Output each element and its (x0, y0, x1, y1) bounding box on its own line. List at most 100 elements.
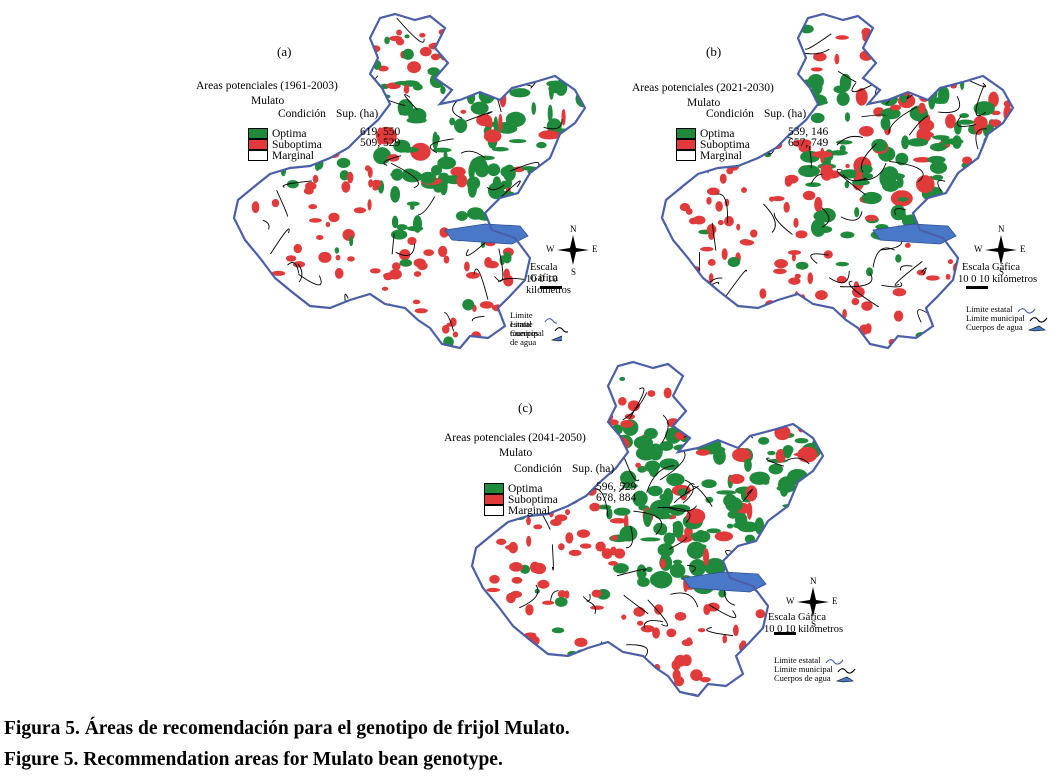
suitability-patch (550, 474, 560, 482)
municipal-boundary (581, 653, 609, 676)
legend-subtitle: Mulato (499, 447, 533, 459)
municipal-line-icon (554, 327, 568, 333)
legend-item-value: 596, 529 (596, 481, 637, 493)
municipal-boundary (657, 507, 691, 524)
suitability-patch (574, 637, 588, 648)
suitability-patch (684, 526, 693, 538)
legend-col-condicion: Condición (278, 108, 326, 120)
suitability-patch (407, 236, 417, 246)
suitability-patch (613, 507, 631, 516)
legend-col-condicion: Condición (514, 463, 562, 475)
suitability-patch (312, 174, 319, 184)
municipal-boundary (618, 482, 626, 493)
suitability-patch (285, 255, 297, 262)
legend-title: Areas potenciales (2041-2050) (444, 432, 586, 444)
suitability-patch (492, 176, 502, 190)
suitability-patch (286, 180, 299, 189)
suitability-patch (802, 190, 816, 201)
suitability-patch (730, 682, 741, 693)
scale-title: Escala Gáfica (962, 262, 1021, 273)
municipal-boundary (564, 484, 593, 489)
map-panel-a: (a) Areas potenciales (1961-2003) Mulato Co… (0, 0, 598, 360)
suitability-patch (819, 553, 823, 572)
suitability-patch (554, 596, 568, 607)
suitability-patch (858, 125, 874, 137)
suitability-patch (349, 235, 354, 247)
suitability-patch (336, 157, 351, 168)
suitability-patch (907, 138, 929, 147)
municipal-boundary (938, 95, 961, 113)
municipal-boundary (836, 135, 864, 146)
suitability-patch (656, 524, 668, 536)
suitability-patch (929, 161, 948, 174)
suitability-patch (864, 214, 878, 222)
municipal-boundary (629, 387, 645, 419)
suitability-patch (456, 174, 468, 188)
municipal-boundary (670, 592, 699, 608)
suitability-patch (794, 437, 809, 444)
scale-text: 10 0 10 kilómetros (958, 274, 1038, 285)
boundary-legend-item: Cuerpos de agua (510, 329, 563, 347)
suitability-patch (537, 688, 544, 696)
suitability-patch (788, 541, 811, 559)
suitability-patch (432, 131, 439, 150)
municipal-boundary (692, 486, 713, 507)
suitability-patch (546, 80, 560, 87)
municipal-boundary (471, 315, 485, 322)
state-line-icon (825, 658, 843, 665)
suitability-patch (399, 259, 413, 267)
suitability-patch (511, 636, 520, 641)
suitability-patch (704, 557, 727, 576)
panel-label: (c) (518, 400, 533, 415)
suitability-patch (565, 509, 571, 515)
suitability-patch (683, 419, 689, 435)
compass-e: E (592, 244, 598, 254)
scale-bar (540, 286, 562, 289)
suitability-patch (871, 138, 888, 152)
suitability-patch (748, 645, 759, 657)
suitability-patch (938, 85, 950, 104)
suitability-patch (913, 157, 932, 163)
suitability-patch (672, 520, 684, 539)
suitability-patch (736, 223, 741, 231)
state-boundary (232, 12, 587, 350)
suitability-patch (612, 444, 620, 452)
suitability-patch (954, 121, 962, 135)
suitability-patch (750, 229, 758, 238)
north-arrow-icon (797, 587, 829, 617)
municipal-boundary (391, 233, 395, 255)
suitability-patch (725, 497, 743, 513)
suitability-patch (690, 669, 703, 681)
municipal-boundary (842, 174, 867, 182)
suitability-patch (663, 532, 676, 546)
legend-item-name: Marginal (508, 504, 550, 517)
suitability-patch (681, 654, 692, 667)
suitability-patch (413, 271, 422, 277)
municipal-boundary (722, 269, 747, 301)
suitability-patch (892, 288, 907, 297)
suitability-patch (647, 485, 663, 497)
suitability-patch (666, 628, 677, 638)
compass-s: S (811, 619, 817, 629)
suitability-patch (745, 485, 758, 502)
municipal-boundary (860, 143, 877, 173)
boundary-legend-label: Limite municipal (510, 319, 544, 338)
suitability-patch (973, 101, 995, 116)
municipal-boundary (661, 414, 669, 444)
suitability-patch (901, 135, 910, 150)
municipal-boundary (465, 111, 493, 122)
suitability-patch (483, 129, 502, 143)
suitability-patch (557, 590, 567, 598)
municipal-boundary (894, 208, 906, 216)
suitability-patch (839, 144, 846, 153)
legend-swatch (676, 150, 696, 161)
municipal-boundary (908, 115, 929, 136)
suitability-patch (403, 168, 416, 176)
suitability-patch (722, 634, 728, 644)
legend-item: Suboptima (484, 494, 558, 506)
suitability-patch (750, 683, 762, 689)
suitability-patch (896, 176, 904, 188)
suitability-patch (762, 478, 770, 485)
suitability-patch (695, 449, 711, 456)
suitability-patch (396, 29, 402, 36)
